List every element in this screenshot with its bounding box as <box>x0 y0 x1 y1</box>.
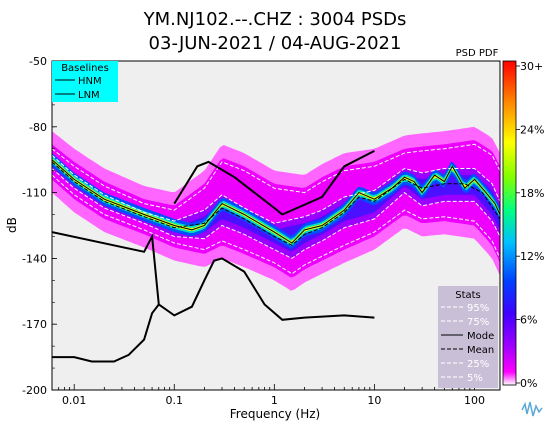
plot-frame <box>51 60 501 391</box>
colorbar-title: PSD PDF <box>456 48 499 59</box>
y-tick-label: -110 <box>22 187 47 200</box>
y-axis-label: dB <box>5 217 19 233</box>
p25-legend-label: 25% <box>467 359 489 370</box>
y-tick-label: -200 <box>22 384 47 397</box>
baselines-legend: Baselines HNM LNM <box>52 61 118 102</box>
x-tick-label: 10 <box>367 394 381 407</box>
hnm-legend-label: HNM <box>78 76 102 87</box>
x-axis-label: Frequency (Hz) <box>230 407 321 421</box>
stats-legend: Stats 95% 75% Mode Mean 25% 5% <box>438 286 498 388</box>
x-tick-label: 1 <box>271 394 278 407</box>
density-core-yellow <box>52 158 500 244</box>
p95-line <box>52 143 500 211</box>
lnm-lowfreq-line <box>52 303 160 363</box>
colorbar <box>502 60 517 386</box>
mean-line <box>52 161 500 246</box>
y-tick-label: -170 <box>22 318 47 331</box>
y-tick-label: -50 <box>29 55 47 68</box>
stats-legend-box <box>438 286 498 388</box>
p95-legend-label: 95% <box>467 303 489 314</box>
baselines-legend-box <box>52 61 118 102</box>
stats-legend-title: Stats <box>455 290 481 301</box>
y-tick-label: -140 <box>22 252 47 265</box>
p5-line <box>52 174 500 275</box>
colorbar-tick-label: 30+ <box>520 60 543 73</box>
x-axis-ticks: 0.01 0.1 1 10 100 <box>51 384 485 407</box>
mode-line <box>52 159 500 244</box>
x-tick-label: 100 <box>464 394 485 407</box>
y-axis-ticks: -50 -80 -110 -140 -170 -200 <box>22 55 57 397</box>
chart-subtitle: 03-JUN-2021 / 04-AUG-2021 <box>149 33 402 54</box>
y-tick-label: -80 <box>29 121 47 134</box>
colorbar-tick-label: 6% <box>520 314 537 327</box>
p75-line <box>52 154 500 224</box>
p5-legend-label: 5% <box>467 373 483 384</box>
x-tick-label: 0.01 <box>62 394 87 407</box>
colorbar-tick-label: 12% <box>520 250 544 263</box>
p75-legend-label: 75% <box>467 317 489 328</box>
baselines-legend-title: Baselines <box>61 63 109 74</box>
colorbar-ticks: 30+ 24% 18% 12% 6% 0% <box>516 60 544 390</box>
hnm-line <box>173 150 375 216</box>
baseline-lines <box>52 150 375 363</box>
mean-legend-label: Mean <box>467 345 494 356</box>
x-tick-label: 0.1 <box>166 394 184 407</box>
colorbar-tick-label: 24% <box>520 123 544 136</box>
colorbar-tick-label: 18% <box>520 187 544 200</box>
seismic-logo-icon <box>521 401 543 417</box>
mode-legend-label: Mode <box>467 331 494 342</box>
lnm-line <box>52 231 375 321</box>
colorbar-tick-label: 0% <box>520 377 537 390</box>
chart-title: YM.NJ102.--.CHZ : 3004 PSDs <box>143 9 407 30</box>
lnm-legend-label: LNM <box>78 90 100 101</box>
p25-line <box>52 168 500 259</box>
stats-lines <box>52 143 500 275</box>
